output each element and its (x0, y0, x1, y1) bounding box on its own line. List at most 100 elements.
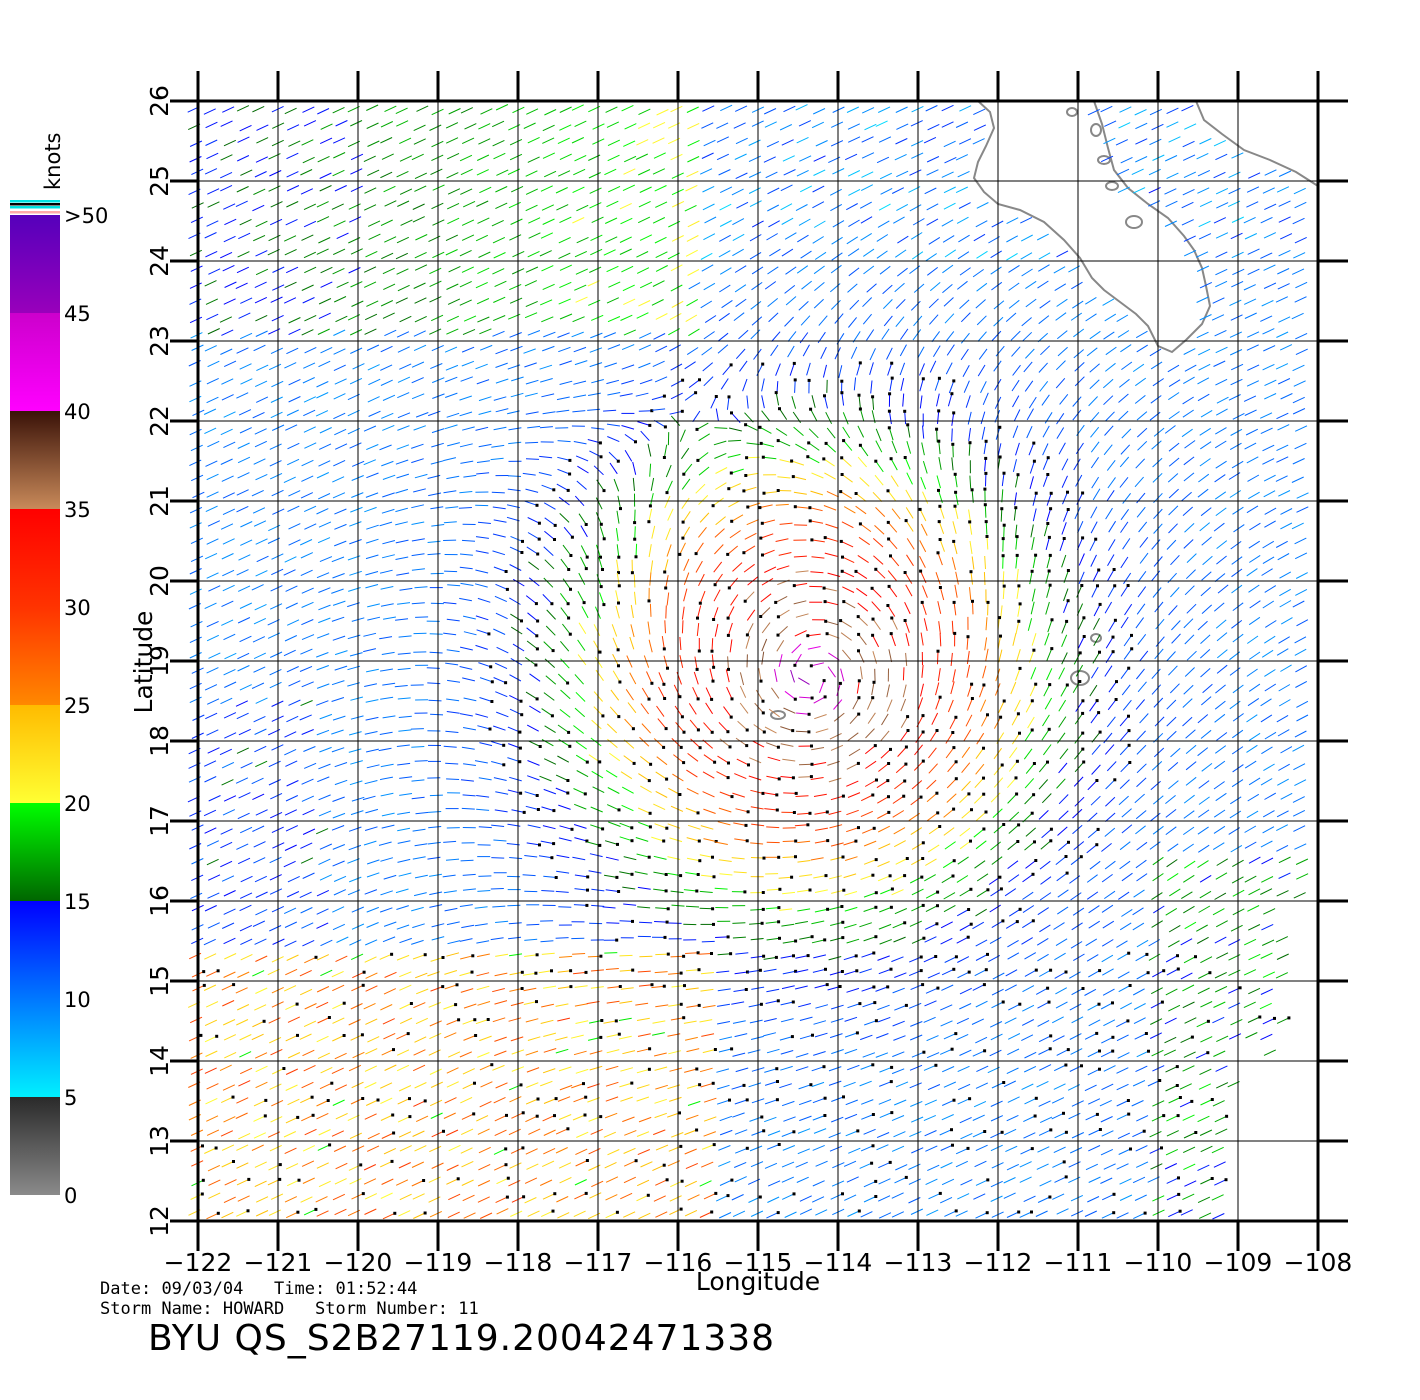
wind-barb (1133, 1017, 1146, 1025)
wind-barb (1183, 235, 1196, 242)
wind-barb (350, 953, 364, 961)
wind-barb (795, 204, 808, 212)
rain-flag-dot (1127, 951, 1131, 955)
wind-barb (301, 681, 314, 688)
wind-barb (254, 875, 268, 883)
wind-barb (224, 281, 237, 288)
wind-barb (1165, 955, 1178, 963)
wind-barb (1260, 698, 1272, 707)
wind-barb (624, 123, 637, 130)
wind-barb (1116, 1034, 1129, 1042)
wind-barb (461, 346, 475, 353)
wind-barb (525, 458, 540, 460)
wind-barb (493, 152, 506, 160)
wind-barb (739, 685, 747, 698)
rain-flag-dot (971, 599, 974, 603)
wind-barb (1020, 234, 1033, 242)
wind-barb (459, 249, 472, 257)
rain-flag-dot (742, 551, 746, 555)
wind-barb (697, 605, 702, 619)
rain-flag-dot (873, 744, 877, 748)
wind-barb (397, 200, 410, 207)
wind-barb (253, 520, 267, 527)
wind-barb (929, 282, 941, 292)
mainland-mexico-coastline (1194, 100, 1319, 188)
wind-barb (479, 677, 493, 683)
wind-barb (654, 236, 667, 244)
wind-barb (300, 188, 314, 195)
wind-barb (1154, 601, 1164, 613)
rain-flag-dot (1047, 535, 1051, 539)
wind-barb (1165, 200, 1178, 208)
wind-barb (734, 265, 747, 273)
wind-barb (812, 201, 825, 209)
wind-barb (956, 1017, 970, 1025)
wind-barb (639, 332, 652, 339)
wind-barb (702, 203, 715, 211)
wind-barb (925, 858, 937, 866)
wind-barb (1216, 858, 1229, 866)
wind-barb (317, 108, 330, 115)
wind-barb (1244, 233, 1258, 240)
wind-barb (223, 795, 237, 802)
wind-barb (333, 296, 347, 303)
wind-barb (1117, 168, 1130, 176)
wind-barb (287, 505, 300, 513)
wind-barb (1215, 745, 1227, 754)
wind-barb (365, 748, 379, 753)
wind-barb (1149, 841, 1161, 850)
wind-barb (909, 876, 923, 884)
wind-barb (836, 683, 841, 697)
rain-flag-dot (982, 746, 985, 750)
rain-flag-dot (951, 442, 955, 446)
rain-flag-dot (937, 439, 941, 443)
wind-barb (692, 686, 699, 700)
wind-barb (431, 154, 444, 162)
wind-barb (975, 220, 988, 228)
rain-flag-dot (600, 1019, 604, 1022)
wind-barb (943, 297, 954, 307)
wind-barb (813, 298, 824, 309)
wind-barb (430, 957, 444, 962)
wind-barb (429, 1032, 442, 1040)
wind-barb (764, 281, 777, 290)
rain-flag-dot (903, 409, 907, 413)
wind-barb (1213, 1001, 1226, 1008)
rain-flag-dot (953, 631, 957, 635)
wind-barb (728, 577, 739, 589)
wind-barb (459, 666, 473, 670)
wind-barb (557, 456, 571, 461)
rain-flag-dot (854, 492, 858, 495)
wind-barb (459, 597, 472, 602)
rain-flag-dot (408, 1097, 411, 1101)
wind-barb (1278, 316, 1291, 323)
wind-barb (655, 251, 668, 259)
wind-barb (904, 601, 911, 615)
wind-barb (1275, 363, 1289, 370)
wind-barb (540, 1019, 554, 1024)
wind-barb (783, 792, 797, 794)
wind-barb (892, 1051, 905, 1058)
wind-barb (651, 985, 665, 989)
wind-barb (251, 777, 264, 785)
wind-barb (829, 906, 843, 911)
wind-barb (560, 640, 570, 652)
rain-flag-dot (536, 1097, 540, 1101)
wind-barb (1073, 841, 1085, 851)
wind-barb (761, 651, 765, 665)
rain-flag-dot (759, 615, 763, 618)
wind-barb (459, 299, 472, 306)
rain-flag-dot (936, 890, 940, 894)
wind-barb (616, 559, 619, 573)
wind-barb (1047, 619, 1053, 633)
rain-flag-dot (471, 954, 475, 958)
rain-flag-dot (1128, 761, 1132, 764)
wind-barb (654, 971, 668, 974)
wind-barb (252, 1020, 265, 1028)
rain-flag-dot (938, 586, 942, 589)
wind-barb (285, 1034, 298, 1042)
rain-flag-dot (824, 874, 828, 878)
wind-barb (1183, 684, 1194, 695)
wind-barb (734, 838, 748, 842)
wind-barb (463, 697, 477, 702)
